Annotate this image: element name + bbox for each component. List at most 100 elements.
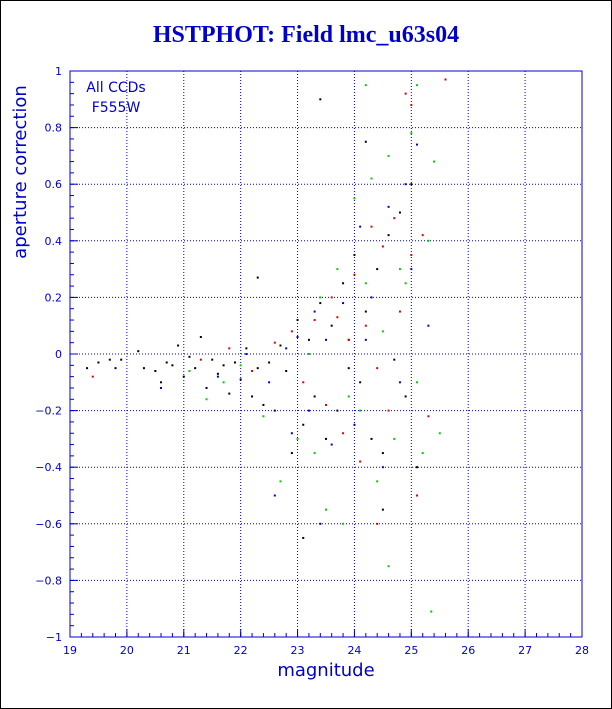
data-point <box>381 508 384 511</box>
data-point <box>319 522 322 525</box>
data-point <box>364 310 367 313</box>
data-point <box>370 437 373 440</box>
data-point <box>188 369 191 372</box>
data-point <box>290 432 293 435</box>
data-point <box>120 358 123 361</box>
data-point <box>290 330 293 333</box>
x-axis-title: magnitude <box>277 660 374 681</box>
data-point <box>160 386 163 389</box>
data-point <box>370 296 373 299</box>
data-point <box>256 276 259 279</box>
data-point <box>108 358 111 361</box>
data-point <box>307 353 310 355</box>
x-tick-label: 26 <box>461 644 475 657</box>
data-point <box>364 282 367 285</box>
data-point <box>404 282 407 285</box>
data-point <box>222 364 225 367</box>
data-point <box>313 310 316 313</box>
data-point <box>376 268 379 271</box>
data-point <box>165 361 168 364</box>
x-tick-label: 27 <box>518 644 532 657</box>
data-point <box>398 381 401 384</box>
data-point <box>416 466 419 469</box>
data-point <box>330 296 333 299</box>
y-tick-label: −0.6 <box>35 518 62 531</box>
data-point <box>273 409 276 412</box>
data-point <box>222 381 225 384</box>
annotation-ccds: All CCDs <box>86 80 145 96</box>
data-point <box>182 375 185 378</box>
data-point <box>370 177 373 180</box>
data-point <box>376 522 379 525</box>
data-point <box>285 369 288 372</box>
grid-lines <box>70 71 582 637</box>
data-point <box>216 372 219 375</box>
y-tick-label: 0.6 <box>45 178 63 191</box>
data-point <box>387 409 390 412</box>
data-point <box>302 423 305 426</box>
x-tick-label: 19 <box>63 644 77 657</box>
data-point <box>114 367 117 370</box>
data-point <box>387 205 390 208</box>
chart-title: HSTPHOT: Field lmc_u63s04 <box>152 22 460 48</box>
data-point <box>342 302 345 305</box>
y-tick-label: 0.8 <box>45 122 63 135</box>
data-point <box>171 364 174 367</box>
data-point <box>194 367 197 370</box>
data-point <box>325 403 327 406</box>
data-point <box>290 452 293 455</box>
data-point <box>325 338 327 341</box>
data-point <box>216 375 219 378</box>
data-point <box>416 381 419 384</box>
data-point <box>336 268 339 271</box>
data-point <box>325 508 327 511</box>
data-point <box>251 369 254 372</box>
data-point <box>342 522 345 525</box>
data-point <box>381 330 384 333</box>
data-point <box>307 409 310 412</box>
data-point <box>245 353 248 355</box>
y-tick-label: 1 <box>55 65 62 78</box>
data-point <box>427 415 430 418</box>
data-point <box>404 92 407 95</box>
y-tick-label: −0.8 <box>35 574 62 587</box>
y-tick-label: 0.2 <box>45 291 63 304</box>
data-point <box>97 361 100 364</box>
data-point <box>228 392 231 395</box>
data-point <box>398 268 401 271</box>
data-point <box>330 324 333 327</box>
data-point <box>364 324 367 327</box>
data-point <box>438 432 441 435</box>
data-point <box>319 98 322 101</box>
data-point <box>416 494 419 497</box>
data-point <box>325 437 327 440</box>
data-point <box>359 225 362 228</box>
data-point <box>347 395 350 398</box>
data-point <box>427 239 430 242</box>
data-point <box>416 143 419 146</box>
data-point <box>296 336 299 339</box>
data-point <box>137 350 140 353</box>
data-point <box>91 375 94 378</box>
data-point <box>342 282 345 285</box>
data-point <box>199 358 202 361</box>
data-point <box>342 432 345 435</box>
data-point <box>347 367 350 370</box>
data-point <box>410 253 413 256</box>
data-point <box>353 423 356 426</box>
data-point <box>273 494 276 497</box>
data-point <box>444 78 447 81</box>
data-point <box>404 183 407 186</box>
data-point <box>228 347 231 350</box>
y-tick-label: −0.4 <box>35 461 62 474</box>
data-point <box>410 132 413 135</box>
data-point <box>302 381 305 384</box>
data-point <box>268 381 271 384</box>
data-point <box>205 386 208 389</box>
data-point <box>239 364 242 367</box>
data-point <box>410 268 413 271</box>
x-tick-label: 21 <box>177 644 191 657</box>
data-point <box>387 234 390 237</box>
x-tick-label: 28 <box>575 644 589 657</box>
data-point <box>188 355 191 358</box>
